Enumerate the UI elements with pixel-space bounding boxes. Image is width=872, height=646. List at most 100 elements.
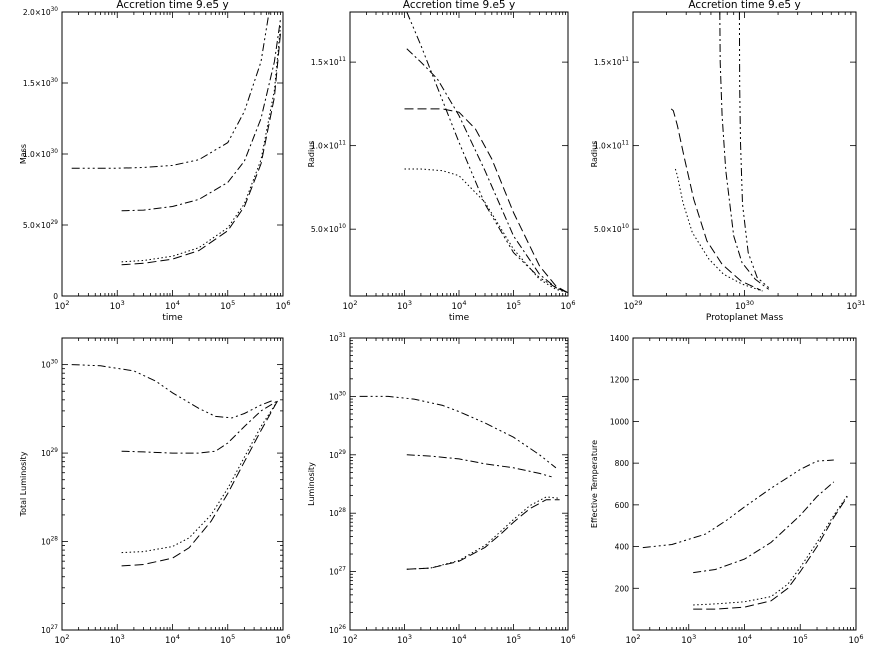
series-line-3 — [121, 400, 279, 567]
y-tick-mantissa: 1.5×10 — [594, 58, 622, 67]
x-tick-exponent: 3 — [121, 633, 125, 641]
series-line-3 — [406, 499, 560, 570]
y-tick-mantissa: 5.0×10 — [594, 225, 622, 234]
plot-frame — [632, 11, 857, 297]
x-tick-label: 1029 — [623, 299, 642, 312]
x-tick-exponent: 6 — [286, 633, 290, 641]
y-tick-label: 600 — [615, 501, 630, 510]
x-tick-mantissa: 10 — [276, 302, 287, 312]
y-tick-mantissa: 800 — [615, 459, 630, 468]
panel-effective-temperature-vs-time: 102103104105106200400600800100012001400t… — [590, 334, 863, 646]
y-tick-label: 1200 — [610, 376, 629, 385]
series-line-4 — [404, 168, 568, 294]
y-tick-label: 5.0×1029 — [23, 220, 58, 230]
x-tick-exponent: 4 — [176, 633, 180, 641]
y-tick-label: 1031 — [329, 333, 346, 343]
y-axis-label: Radius — [307, 141, 316, 168]
x-tick-mantissa: 10 — [110, 302, 121, 312]
y-tick-exponent: 30 — [51, 149, 59, 155]
y-tick-label: 2.0×1030 — [23, 7, 58, 17]
y-tick-label: 1400 — [610, 334, 629, 343]
y-tick-mantissa: 10 — [41, 361, 51, 370]
x-tick-exponent: 5 — [804, 633, 808, 641]
series-line-3 — [404, 108, 568, 294]
x-tick-label: 104 — [452, 299, 467, 312]
y-tick-label: 1028 — [329, 508, 346, 518]
series-line-2 — [121, 400, 278, 454]
x-tick-mantissa: 10 — [452, 636, 463, 646]
x-tick-label: 106 — [561, 299, 576, 312]
x-tick-exponent: 4 — [462, 299, 466, 307]
y-tick-label: 1.0×1011 — [311, 141, 346, 151]
y-tick-mantissa: 10 — [329, 392, 339, 401]
y-tick-mantissa: 10 — [329, 568, 339, 577]
x-tick-label: 104 — [165, 633, 180, 646]
x-tick-mantissa: 10 — [626, 636, 637, 646]
y-tick-mantissa: 5.0×10 — [23, 221, 51, 230]
x-tick-label: 1031 — [846, 299, 865, 312]
x-tick-mantissa: 10 — [681, 636, 692, 646]
y-tick-exponent: 11 — [622, 141, 630, 147]
y-tick-label: 1.5×1011 — [311, 57, 346, 67]
x-tick-mantissa: 10 — [452, 302, 463, 312]
y-tick-mantissa: 10 — [41, 449, 51, 458]
x-tick-label: 102 — [55, 633, 70, 646]
y-tick-exponent: 30 — [51, 360, 59, 366]
x-tick-exponent: 6 — [859, 633, 863, 641]
plot-frame — [632, 337, 857, 631]
x-tick-label: 103 — [681, 633, 696, 646]
series-line-1 — [71, 12, 270, 169]
y-tick-label: 1.0×1011 — [594, 141, 629, 151]
y-tick-label: 1.5×1030 — [23, 78, 58, 88]
x-tick-mantissa: 10 — [55, 636, 66, 646]
x-tick-mantissa: 10 — [343, 636, 354, 646]
y-tick-mantissa: 1.5×10 — [23, 79, 51, 88]
y-tick-exponent: 30 — [51, 78, 59, 84]
x-tick-label: 1030 — [735, 299, 754, 312]
x-tick-mantissa: 10 — [343, 302, 354, 312]
series-line-4 — [693, 495, 848, 606]
y-tick-mantissa: 10 — [329, 451, 339, 460]
y-tick-mantissa: 10 — [41, 626, 51, 635]
x-tick-exponent: 5 — [517, 299, 521, 307]
x-tick-exponent: 3 — [121, 299, 125, 307]
y-tick-exponent: 30 — [51, 7, 59, 13]
series-line-3 — [693, 496, 848, 610]
y-tick-label: 1029 — [41, 448, 58, 458]
y-tick-label: 1000 — [610, 417, 629, 426]
y-tick-exponent: 10 — [622, 224, 630, 230]
y-tick-mantissa: 1.0×10 — [594, 142, 622, 151]
y-tick-exponent: 29 — [51, 448, 59, 454]
x-tick-mantissa: 10 — [849, 636, 860, 646]
y-tick-label: 1026 — [329, 625, 346, 635]
x-tick-exponent: 4 — [462, 633, 466, 641]
y-tick-label: 1027 — [329, 567, 346, 577]
series-line-1 — [406, 12, 568, 294]
y-tick-mantissa: 1200 — [610, 376, 629, 385]
y-tick-label: 1028 — [41, 537, 58, 547]
y-tick-mantissa: 1.0×10 — [23, 150, 51, 159]
x-tick-mantissa: 10 — [220, 302, 231, 312]
x-tick-label: 106 — [276, 633, 291, 646]
x-tick-label: 102 — [343, 299, 358, 312]
y-tick-label: 200 — [615, 584, 630, 593]
x-tick-mantissa: 10 — [793, 636, 804, 646]
x-tick-exponent: 6 — [571, 299, 575, 307]
x-tick-exponent: 5 — [231, 299, 235, 307]
panel-luminosity-vs-time: 102103104105106102610271028102910301031t… — [307, 333, 575, 646]
x-tick-label: 105 — [506, 633, 521, 646]
series-line-2 — [121, 19, 281, 212]
x-tick-exponent: 3 — [408, 633, 412, 641]
x-tick-mantissa: 10 — [276, 636, 287, 646]
y-axis-label: Luminosity — [307, 462, 316, 506]
series-group — [670, 12, 770, 292]
y-tick-exponent: 28 — [339, 508, 347, 514]
series-line-4 — [674, 168, 763, 292]
y-tick-exponent: 28 — [51, 537, 59, 543]
x-tick-label: 106 — [849, 633, 864, 646]
y-tick-label: 5.0×1010 — [594, 224, 629, 234]
y-tick-mantissa: 1.5×10 — [311, 58, 339, 67]
x-tick-label: 102 — [55, 299, 70, 312]
y-tick-mantissa: 5.0×10 — [311, 225, 339, 234]
